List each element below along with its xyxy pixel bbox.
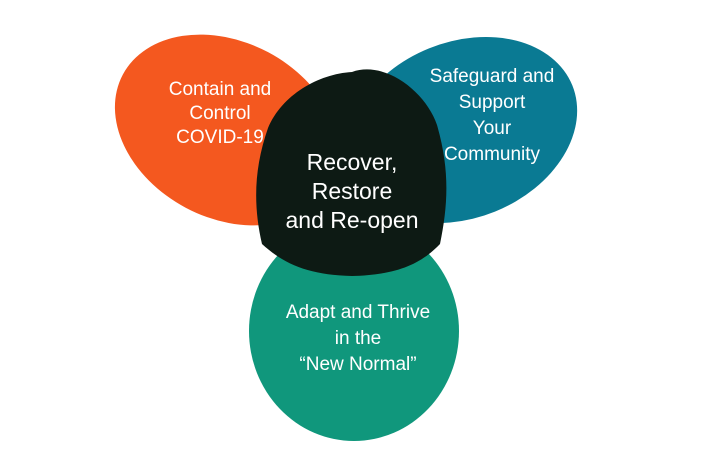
- label-line: Recover,: [306, 149, 398, 175]
- label-line: Restore: [311, 178, 393, 204]
- label-line: Contain and: [168, 79, 272, 100]
- label-line: Control: [189, 103, 251, 124]
- label-line: Community: [443, 144, 541, 165]
- label-line: COVID-19: [176, 127, 264, 148]
- green-ellipse: [249, 221, 459, 441]
- center-region: [256, 69, 447, 276]
- label-line: Safeguard and: [429, 66, 555, 87]
- label-contain-control: Contain and Control COVID-19: [145, 78, 295, 150]
- label-line: in the: [334, 328, 382, 349]
- label-adapt-thrive: Adapt and Thrive in the “New Normal”: [258, 300, 458, 378]
- label-recover-restore-reopen: Recover, Restore and Re-open: [262, 148, 442, 235]
- label-safeguard-support: Safeguard and Support Your Community: [410, 64, 574, 168]
- label-line: Adapt and Thrive: [285, 302, 431, 323]
- label-line: and Re-open: [285, 207, 419, 233]
- label-line: “New Normal”: [299, 354, 417, 375]
- label-line: Support: [458, 92, 526, 113]
- label-line: Your: [472, 118, 512, 139]
